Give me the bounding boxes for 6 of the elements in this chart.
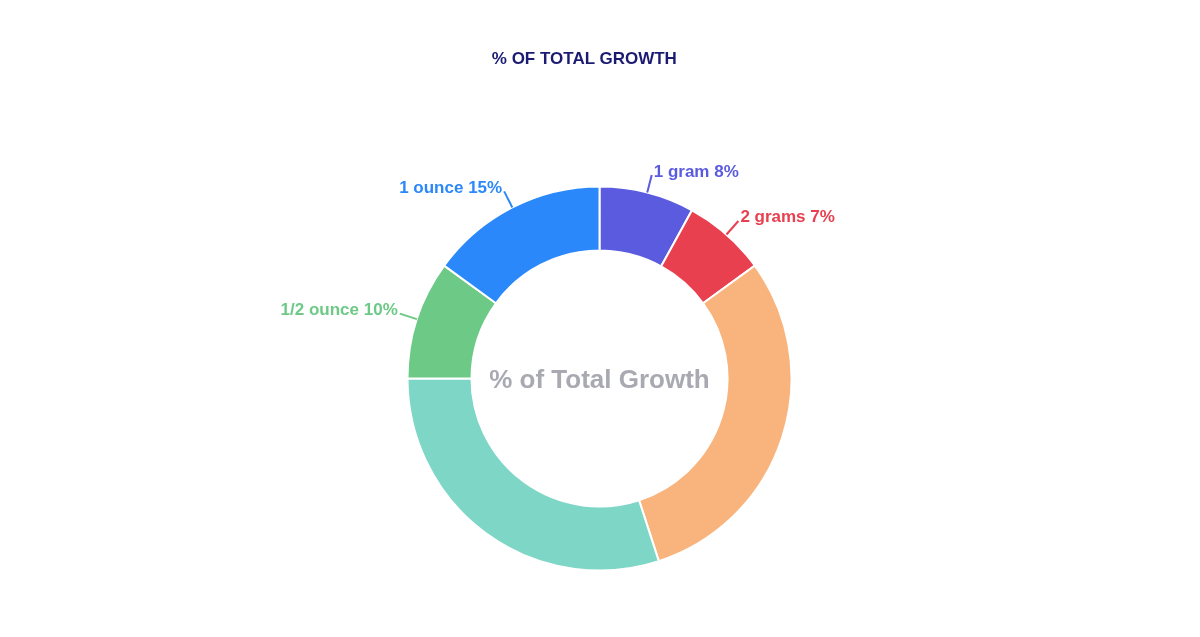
text: % of Total Growth bbox=[489, 363, 710, 394]
slice-label: 2 grams 7% bbox=[740, 207, 835, 227]
slice-label: 1 gram 8% bbox=[653, 161, 739, 181]
chart-title: % OF TOTAL GROWTH bbox=[491, 49, 677, 68]
slice-label: 1/2 ounce 10% bbox=[280, 300, 398, 320]
slice-label: 1 ounce 15% bbox=[399, 177, 503, 197]
